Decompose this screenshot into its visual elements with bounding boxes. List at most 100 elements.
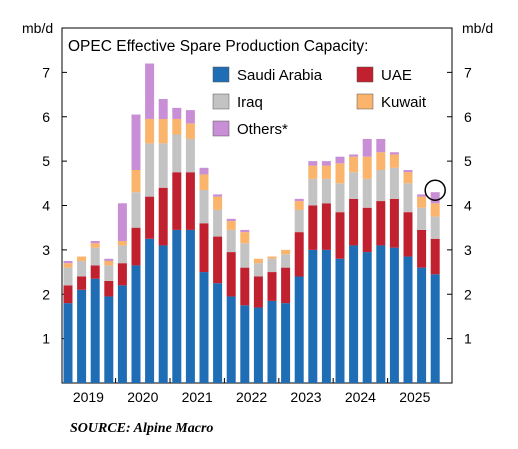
legend-label: Saudi Arabia <box>237 67 323 84</box>
legend-label: UAE <box>381 67 412 84</box>
y2-tick-label: 7 <box>464 64 472 80</box>
bar-segment <box>199 174 209 190</box>
bar-segment <box>131 227 141 266</box>
y2-tick-label: 3 <box>464 242 472 258</box>
bar-segment <box>308 161 318 166</box>
legend-label: Others* <box>237 121 288 138</box>
bar-segment <box>172 229 182 383</box>
bar-segment <box>158 143 168 188</box>
bar-segment <box>158 187 168 246</box>
bar-segment <box>226 252 236 297</box>
bar-segment <box>281 249 291 255</box>
x-tick-label: 2021 <box>182 389 213 405</box>
bar-segment <box>430 238 440 275</box>
bar-segment <box>403 256 413 383</box>
bar-segment <box>430 274 440 383</box>
bar-segment <box>376 138 386 153</box>
bar-segment <box>185 138 195 173</box>
bar-segment <box>308 178 318 206</box>
bar-segment <box>321 161 331 166</box>
y2-tick-label: 1 <box>464 331 472 347</box>
legend-label: Kuwait <box>381 94 427 111</box>
y2-tick-label: 5 <box>464 153 472 169</box>
bar-segment <box>158 99 168 119</box>
bar-segment <box>240 229 250 233</box>
bar-segment <box>389 198 399 248</box>
bar-segment <box>226 221 236 230</box>
bar-segment <box>362 207 372 253</box>
bar-segment <box>294 209 304 233</box>
bar-segment <box>362 252 372 383</box>
bar-segment <box>104 258 114 261</box>
bar-segment <box>430 203 440 217</box>
y2-tick-label: 6 <box>464 109 472 125</box>
x-tick-label: 2025 <box>399 389 430 405</box>
y2-tick-label: 2 <box>464 286 472 302</box>
source: SOURCE: Alpine Macro <box>70 421 213 436</box>
bar-segment <box>104 260 114 266</box>
bar-segment <box>417 229 427 268</box>
bar-segment <box>77 276 87 290</box>
bar-segment <box>145 238 155 383</box>
bar-segment <box>417 267 427 383</box>
bar-segment <box>131 192 141 228</box>
bar-segment <box>145 118 155 144</box>
bar-segment <box>335 156 345 164</box>
legend-label: Iraq <box>237 94 263 111</box>
bar-segment <box>63 285 73 304</box>
bar-segment <box>281 303 291 383</box>
y-tick-label: 2 <box>42 286 50 302</box>
bar-segment <box>104 280 114 297</box>
bar-segment <box>267 272 277 301</box>
bar-segment <box>131 114 141 170</box>
bar-segment <box>294 276 304 383</box>
y-tick-label: 3 <box>42 242 50 258</box>
bar-segment <box>403 170 413 173</box>
bar-segment <box>213 209 223 237</box>
bar-segment <box>63 260 73 264</box>
bar-segment <box>294 198 304 202</box>
x-tick-label: 2023 <box>290 389 321 405</box>
bar-segment <box>240 243 250 268</box>
bar-segment <box>172 107 182 119</box>
bar-segment <box>253 258 263 264</box>
bar-segment <box>281 267 291 304</box>
y-tick-label: 7 <box>42 64 50 80</box>
bar-segment <box>362 178 372 208</box>
bar-segment <box>349 154 359 157</box>
bar-segment <box>362 156 372 179</box>
bar-segment <box>213 194 223 197</box>
bar-segment <box>376 170 386 202</box>
bar-segment <box>172 172 182 230</box>
bar-segment <box>185 110 195 124</box>
bar-segment <box>362 138 372 157</box>
bar-segment <box>321 249 331 383</box>
bar-segment <box>117 263 127 286</box>
bar-segment <box>77 256 87 261</box>
y-tick-label: 1 <box>42 331 50 347</box>
x-tick-label: 2022 <box>236 389 267 405</box>
bar-segment <box>213 283 223 383</box>
bar-segment <box>90 247 100 266</box>
bar-segment <box>199 167 209 175</box>
x-tick-label: 2019 <box>73 389 104 405</box>
bar-segment <box>158 245 168 383</box>
bar-segment <box>117 241 127 246</box>
bar-segment <box>389 152 399 155</box>
bar-segment <box>185 229 195 383</box>
bar-segment <box>376 245 386 383</box>
bar-segment <box>63 267 73 286</box>
bar-segment <box>117 245 127 264</box>
bar-segment <box>90 243 100 248</box>
bar-segment <box>185 172 195 230</box>
y2-tick-label: 4 <box>464 198 472 214</box>
bar-segment <box>213 236 223 284</box>
bar-segment <box>335 258 345 383</box>
bar-segment <box>308 165 318 179</box>
bar-segment <box>240 232 250 244</box>
bar-segment <box>104 265 114 281</box>
bar-segment <box>145 196 155 239</box>
bar-segment <box>253 276 263 308</box>
bar-segment <box>376 152 386 170</box>
